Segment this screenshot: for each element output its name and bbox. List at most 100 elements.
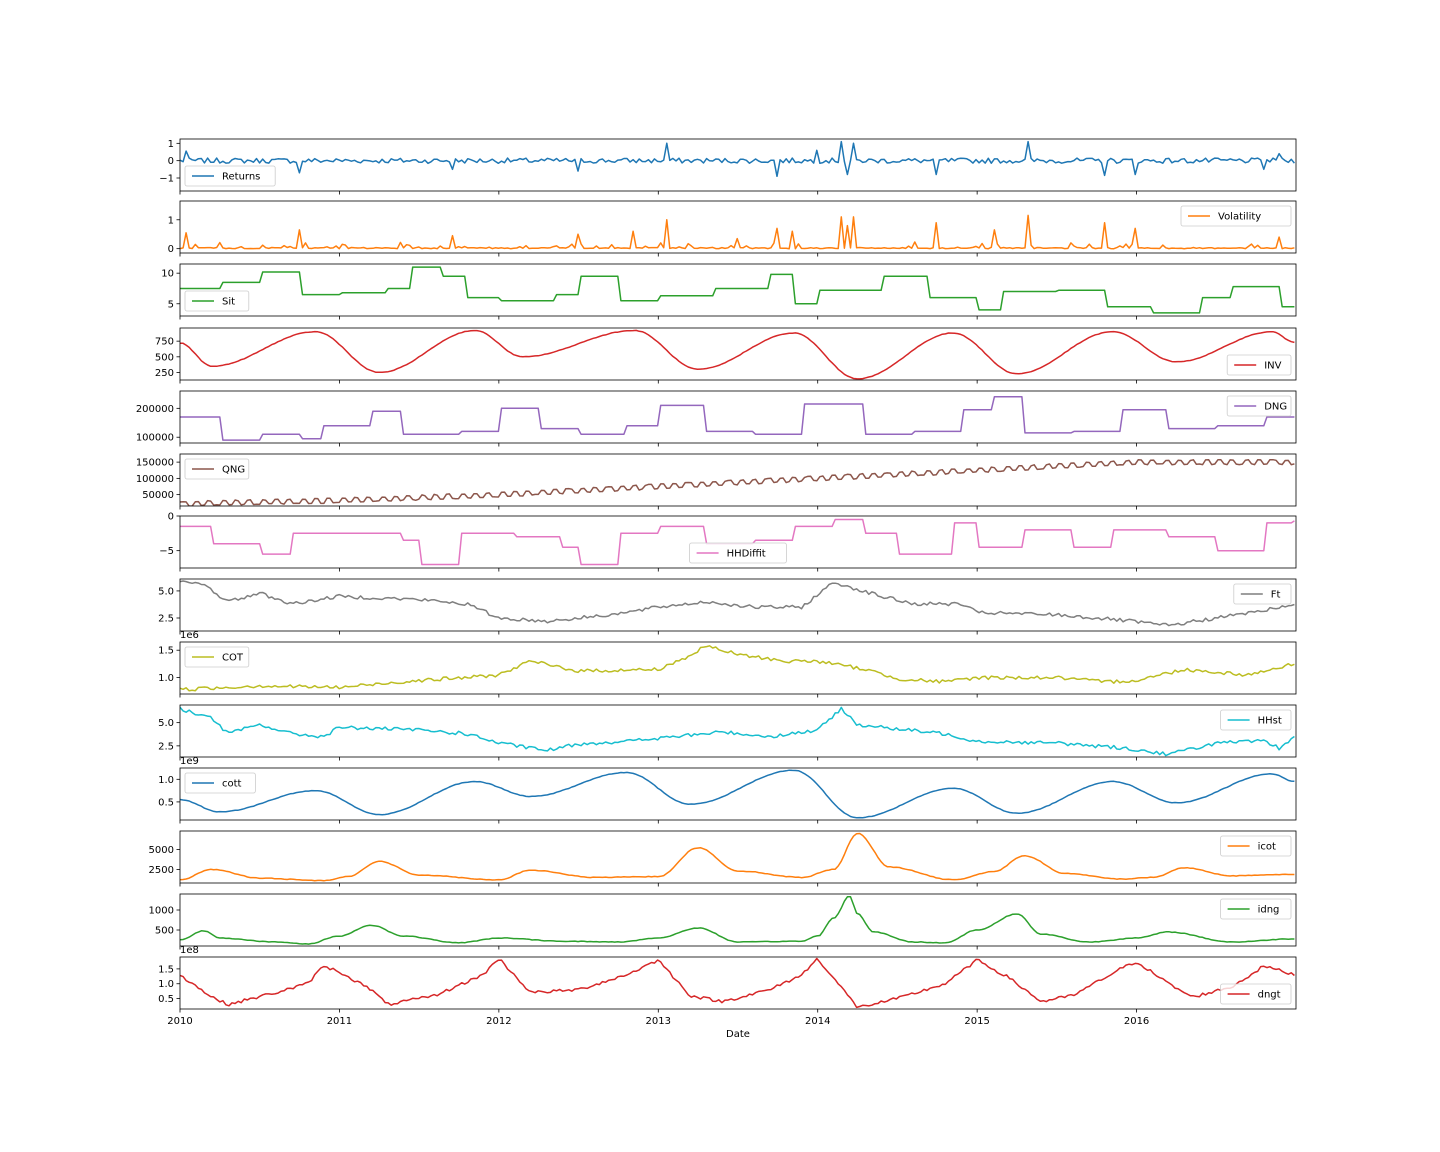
series-line-COT — [180, 645, 1295, 692]
x-tick-label: 2010 — [167, 1016, 192, 1027]
legend-box — [184, 165, 276, 187]
legend-box — [1226, 354, 1292, 376]
y-tick-label: 150000 — [136, 458, 174, 469]
legend: INV — [1226, 354, 1292, 376]
y-tick-label: 250 — [155, 368, 174, 379]
x-axis-title: Date — [726, 1029, 750, 1040]
subplot-COT: 1.5 1.0 1e6 COT — [158, 630, 1297, 698]
legend-box — [184, 458, 250, 480]
y-tick-label: 0.5 — [158, 797, 174, 808]
legend-label: idng — [1258, 905, 1280, 916]
y-tick-label: 500 — [155, 352, 174, 363]
legend: idng — [1220, 898, 1292, 920]
y-tick-label: −1 — [159, 174, 174, 185]
axis-offset-label: 1e9 — [180, 756, 199, 767]
legend-label: QNG — [222, 465, 245, 476]
series-line-Volatility — [180, 214, 1295, 250]
axes-frame — [179, 956, 1297, 1010]
legend: Ft — [1233, 583, 1292, 605]
legend-box — [689, 542, 787, 564]
axes-frame — [179, 327, 1297, 381]
series-line-QNG — [180, 458, 1295, 506]
series-line-INV — [180, 329, 1295, 380]
x-tick-label: 2016 — [1124, 1016, 1149, 1027]
subplot-QNG: 150000 100000 50000 QNG — [136, 453, 1297, 510]
subplot-dngt: 1.5 1.0 0.5 1e8 dngt — [158, 945, 1297, 1013]
series-line-Ft — [180, 580, 1295, 627]
legend-box — [1180, 205, 1292, 227]
legend-label: Returns — [222, 172, 260, 183]
axes-frame — [179, 453, 1297, 507]
subplot-Volatility: 1 0 Volatility — [168, 200, 1297, 257]
axis-offset-label: 1e8 — [180, 945, 199, 956]
subplot-idng: 1000 500 idng — [149, 893, 1297, 950]
x-tick-label: 2011 — [327, 1016, 352, 1027]
subplot-Sit: 10 5 Sit — [161, 263, 1297, 320]
y-tick-label: 0 — [168, 512, 174, 523]
axes-frame — [179, 830, 1297, 884]
y-tick-label: 1.0 — [158, 775, 174, 786]
axes-frame — [179, 641, 1297, 695]
axes-frame — [179, 893, 1297, 947]
y-tick-label: −5 — [159, 546, 174, 557]
legend-label: cott — [222, 779, 242, 790]
legend-box — [184, 290, 250, 312]
y-tick-label: 1 — [168, 215, 174, 226]
series-line-HHst — [180, 706, 1295, 757]
y-tick-label: 750 — [155, 337, 174, 348]
y-tick-label: 1000 — [149, 906, 174, 917]
y-tick-label: 5.0 — [158, 718, 174, 729]
subplot-INV: 750 500 250 INV — [155, 327, 1297, 384]
y-tick-label: 5.0 — [158, 586, 174, 597]
subplot-icot: 5000 2500 icot — [149, 830, 1297, 887]
legend-box — [1220, 835, 1292, 857]
series-line-DNG — [180, 396, 1295, 441]
y-tick-label: 2.5 — [158, 741, 174, 752]
subplot-cott: 1.0 0.5 1e9 cott — [158, 756, 1297, 824]
series-line-Sit — [180, 266, 1295, 314]
axes-frame — [179, 138, 1297, 192]
y-tick-label: 2500 — [149, 865, 174, 876]
y-tick-label: 5000 — [149, 845, 174, 856]
legend: HHst — [1220, 709, 1292, 731]
legend-box — [184, 772, 256, 794]
y-tick-label: 200000 — [136, 404, 174, 415]
legend-label: DNG — [1264, 402, 1287, 413]
y-tick-label: 1.0 — [158, 673, 174, 684]
y-tick-label: 0 — [168, 244, 174, 255]
x-tick-label: 2013 — [646, 1016, 671, 1027]
legend-label: Volatility — [1218, 212, 1261, 223]
legend: icot — [1220, 835, 1292, 857]
axes-frame — [179, 578, 1297, 632]
y-tick-label: 1.0 — [158, 979, 174, 990]
y-tick-label: 1 — [168, 139, 174, 150]
x-tick-label: 2015 — [964, 1016, 989, 1027]
axes-frame — [179, 263, 1297, 317]
axes-frame — [179, 390, 1297, 444]
series-line-idng — [180, 895, 1295, 945]
y-tick-label: 2.5 — [158, 614, 174, 625]
legend: Volatility — [1180, 205, 1292, 227]
y-tick-label: 100000 — [136, 474, 174, 485]
legend: dngt — [1220, 983, 1292, 1005]
y-tick-label: 10 — [161, 269, 174, 280]
legend-label: HHst — [1258, 716, 1282, 727]
legend: DNG — [1226, 395, 1292, 417]
series-line-Returns — [180, 140, 1295, 178]
y-tick-label: 1.5 — [158, 964, 174, 975]
legend-box — [1220, 898, 1292, 920]
subplot-DNG: 200000 100000 DNG — [136, 390, 1297, 447]
legend: COT — [184, 646, 250, 668]
legend-label: Sit — [222, 297, 235, 308]
axes-frame — [179, 767, 1297, 821]
x-tick-label: 2012 — [486, 1016, 511, 1027]
legend: cott — [184, 772, 256, 794]
series-line-icot — [180, 832, 1295, 882]
axes-frame — [179, 515, 1297, 569]
subplot-Returns: 1 0 −1 Returns — [159, 138, 1297, 195]
legend-box — [1226, 395, 1292, 417]
subplot-HHst: 5.0 2.5 HHst — [158, 704, 1297, 761]
series-line-dngt — [180, 957, 1295, 1009]
